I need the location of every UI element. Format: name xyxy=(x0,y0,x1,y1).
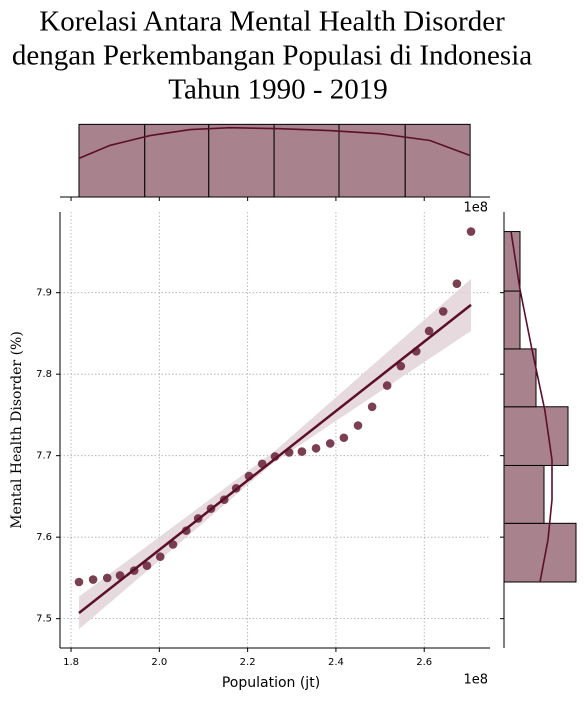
top-hist-bar xyxy=(78,123,146,198)
point xyxy=(168,540,178,549)
point xyxy=(396,361,406,371)
point xyxy=(155,552,165,562)
x-tick-label: 2.6 xyxy=(416,657,432,668)
chart-title: dengan Perkembangan Populasi di Indonesi… xyxy=(12,40,532,72)
point xyxy=(382,381,392,390)
x-axis-label: Population (jt) xyxy=(222,675,320,691)
y-tick-label: 7.7 xyxy=(36,451,52,462)
right-kde xyxy=(510,231,553,583)
right-hist-bar xyxy=(503,406,569,466)
y-axis-label: Mental Health Disorder (%) xyxy=(9,331,25,529)
y-offset: 1e8 xyxy=(463,201,488,216)
x-tick-label: 2.4 xyxy=(328,657,344,668)
y-tick-label: 7.6 xyxy=(36,532,52,543)
point xyxy=(88,575,98,584)
chart-title: Tahun 1990 - 2019 xyxy=(168,74,387,106)
point xyxy=(353,421,363,430)
point xyxy=(311,444,321,453)
point xyxy=(142,561,152,570)
x-tick-label: 2.0 xyxy=(151,657,167,668)
point xyxy=(466,227,476,236)
top-kde xyxy=(78,126,471,160)
right-hist-bar xyxy=(503,522,577,583)
top-hist-bar xyxy=(338,123,406,198)
x-tick-label: 1.8 xyxy=(63,657,79,668)
y-tick-label: 7.9 xyxy=(36,288,52,299)
right-hist-bar xyxy=(503,348,537,408)
point xyxy=(339,433,349,443)
right-hist-bar xyxy=(503,290,521,350)
x-tick-label: 2.2 xyxy=(240,657,256,668)
right-hist-bar xyxy=(503,464,545,524)
point xyxy=(325,439,335,448)
regression-line xyxy=(78,303,472,614)
point xyxy=(297,447,307,456)
top-hist-bar xyxy=(273,123,340,198)
point xyxy=(424,326,434,336)
right-hist-bar xyxy=(503,231,521,292)
point xyxy=(438,307,448,316)
point xyxy=(367,402,377,412)
chart-title: Korelasi Antara Mental Health Disorder xyxy=(39,6,505,38)
top-hist-bar xyxy=(208,123,275,198)
point xyxy=(102,573,112,583)
y-tick-label: 7.8 xyxy=(36,369,52,380)
top-hist-bar xyxy=(404,123,471,198)
y-tick-label: 7.5 xyxy=(36,614,52,625)
x-offset: 1e8 xyxy=(463,673,488,688)
point xyxy=(74,577,84,587)
point xyxy=(452,279,462,289)
